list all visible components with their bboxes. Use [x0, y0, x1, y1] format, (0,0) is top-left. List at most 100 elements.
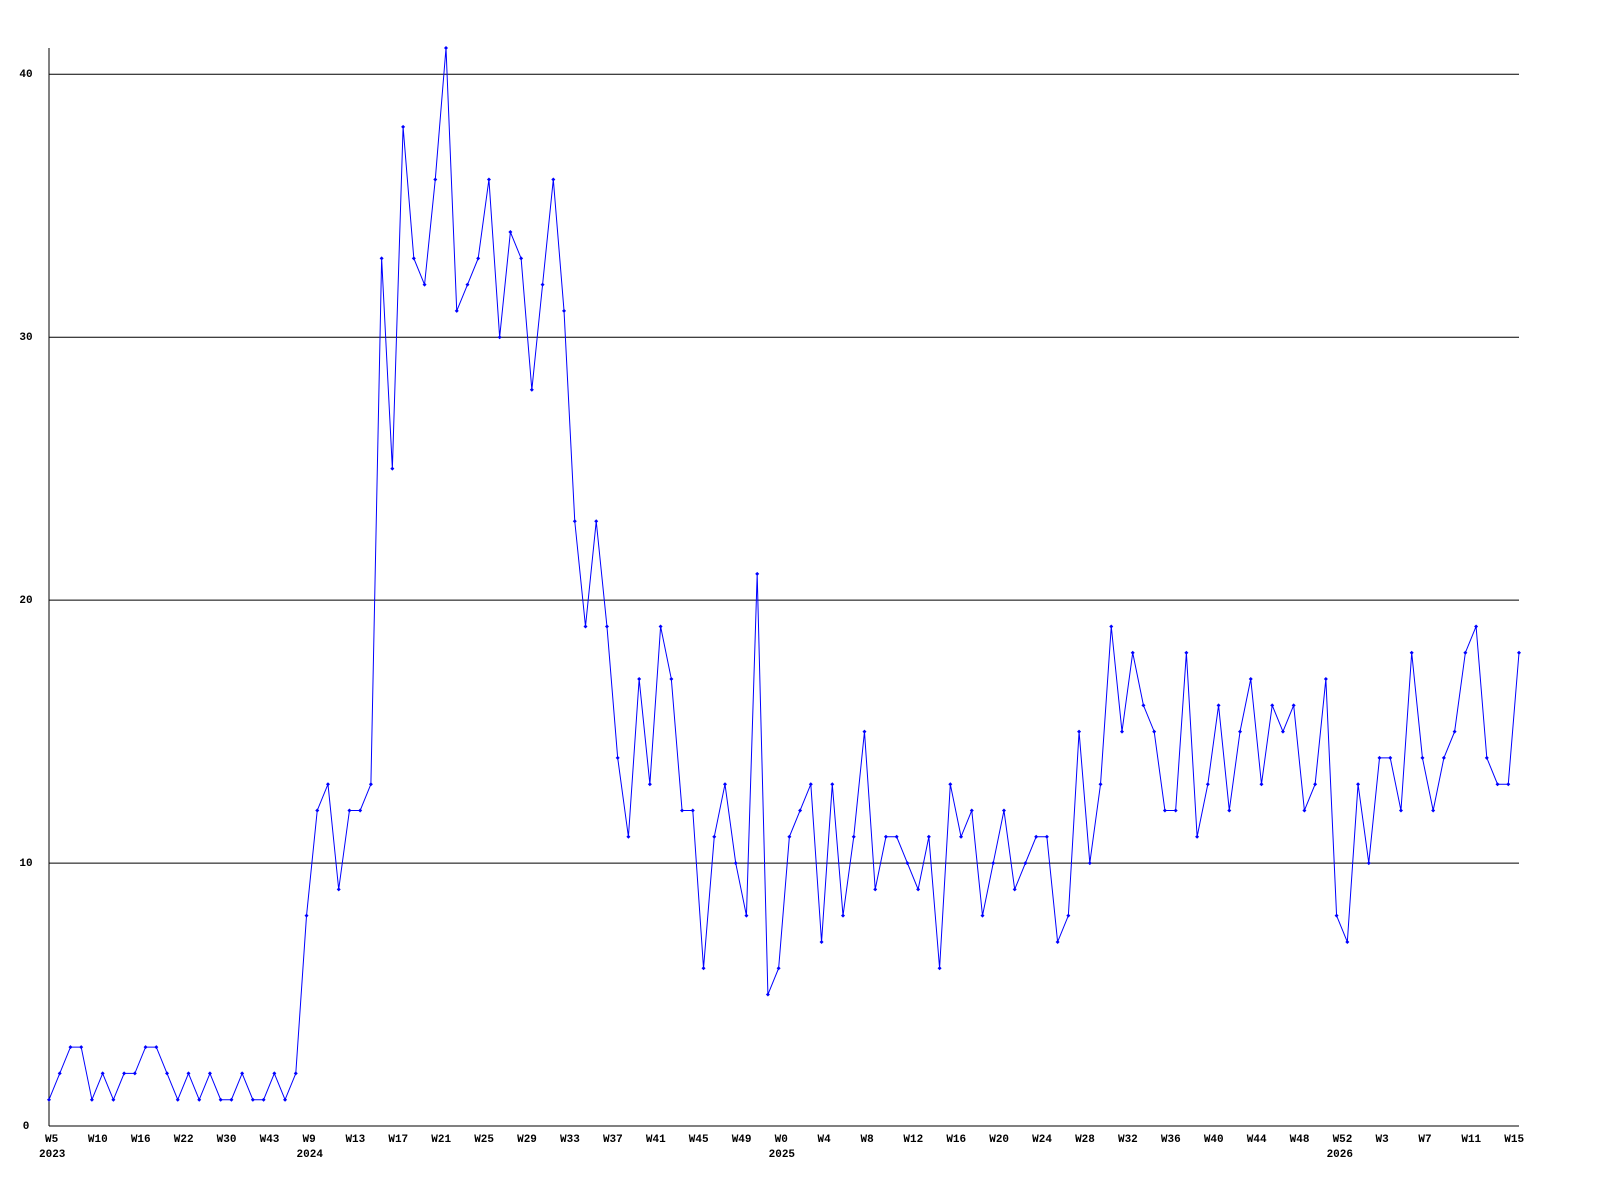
data-point [873, 887, 878, 892]
data-point [744, 913, 749, 918]
data-point [1044, 834, 1049, 839]
data-point [658, 624, 663, 629]
data-point [1302, 808, 1307, 813]
data-point [1517, 650, 1521, 655]
x-tick-label: W22 [174, 1134, 194, 1146]
data-point [851, 834, 856, 839]
data-point [1141, 703, 1146, 708]
x-tick-label: W3 [1376, 1134, 1390, 1146]
data-point [240, 1071, 245, 1076]
x-tick-label: W28 [1075, 1134, 1095, 1146]
data-point [1119, 729, 1124, 734]
data-point [358, 808, 363, 813]
data-point [519, 256, 524, 261]
data-point [154, 1045, 159, 1050]
x-tick-label: W32 [1118, 1134, 1138, 1146]
x-tick-label: W8 [860, 1134, 874, 1146]
data-point [368, 782, 373, 787]
data-point [411, 256, 416, 261]
data-point [830, 782, 835, 787]
x-tick-label: W48 [1290, 1134, 1310, 1146]
data-point [562, 308, 567, 313]
data-point [207, 1071, 212, 1076]
data-point [819, 939, 824, 944]
data-point [250, 1097, 255, 1102]
data-point [1012, 887, 1017, 892]
x-tick-label: W49 [732, 1134, 752, 1146]
data-point [1334, 913, 1339, 918]
x-tick-label: W33 [560, 1134, 580, 1146]
data-point [422, 282, 427, 287]
data-point [1452, 729, 1457, 734]
data-point [476, 256, 481, 261]
data-point [1463, 650, 1468, 655]
data-point [1001, 808, 1006, 813]
data-point [1077, 729, 1082, 734]
year-label: 2024 [297, 1149, 324, 1161]
year-label: 2023 [39, 1149, 66, 1161]
data-point [1087, 861, 1092, 866]
x-tick-label: W21 [431, 1134, 451, 1146]
x-tick-label: W44 [1247, 1134, 1267, 1146]
x-tick-label: W16 [131, 1134, 151, 1146]
data-point [669, 677, 674, 682]
data-point [111, 1097, 116, 1102]
data-point [132, 1071, 137, 1076]
data-point [937, 966, 942, 971]
data-point [572, 519, 577, 524]
data-point [186, 1071, 191, 1076]
data-point [325, 782, 330, 787]
x-tick-label: W16 [946, 1134, 966, 1146]
data-point [722, 782, 727, 787]
data-point [229, 1097, 234, 1102]
data-point [1248, 677, 1253, 682]
x-tick-label: W5 [45, 1134, 59, 1146]
data-point [991, 861, 996, 866]
data-point [1431, 808, 1436, 813]
data-point [916, 887, 921, 892]
data-point [1506, 782, 1511, 787]
data-point [1034, 834, 1039, 839]
data-point [165, 1071, 170, 1076]
y-tick-label: 40 [19, 69, 32, 81]
x-tick-label: W15 [1504, 1134, 1524, 1146]
data-point [401, 124, 406, 129]
data-point [787, 834, 792, 839]
data-point [583, 624, 588, 629]
data-point [690, 808, 695, 813]
data-point [733, 861, 738, 866]
data-point [1216, 703, 1221, 708]
x-tick-label: W10 [88, 1134, 108, 1146]
data-point [712, 834, 717, 839]
data-point [894, 834, 899, 839]
data-point [841, 913, 846, 918]
year-label: 2025 [769, 1149, 796, 1161]
data-point [1356, 782, 1361, 787]
data-point [379, 256, 384, 261]
data-point [1205, 782, 1210, 787]
data-point [926, 834, 931, 839]
data-point [1313, 782, 1318, 787]
y-tick-label: 30 [19, 332, 32, 344]
data-point [1323, 677, 1328, 682]
data-point [261, 1097, 266, 1102]
data-point [465, 282, 470, 287]
data-point [79, 1045, 84, 1050]
data-point [283, 1097, 288, 1102]
data-point [594, 519, 599, 524]
year-label: 2026 [1327, 1149, 1353, 1161]
data-point [798, 808, 803, 813]
x-tick-label: W0 [775, 1134, 788, 1146]
data-point [433, 177, 438, 182]
x-tick-label: W41 [646, 1134, 666, 1146]
data-point [637, 677, 642, 682]
data-point [175, 1097, 180, 1102]
data-point [1055, 939, 1060, 944]
data-point [347, 808, 352, 813]
data-point [862, 729, 867, 734]
x-tick-label: W20 [989, 1134, 1009, 1146]
data-point [57, 1071, 62, 1076]
data-point [647, 782, 652, 787]
x-tick-label: W36 [1161, 1134, 1181, 1146]
data-point [1023, 861, 1028, 866]
